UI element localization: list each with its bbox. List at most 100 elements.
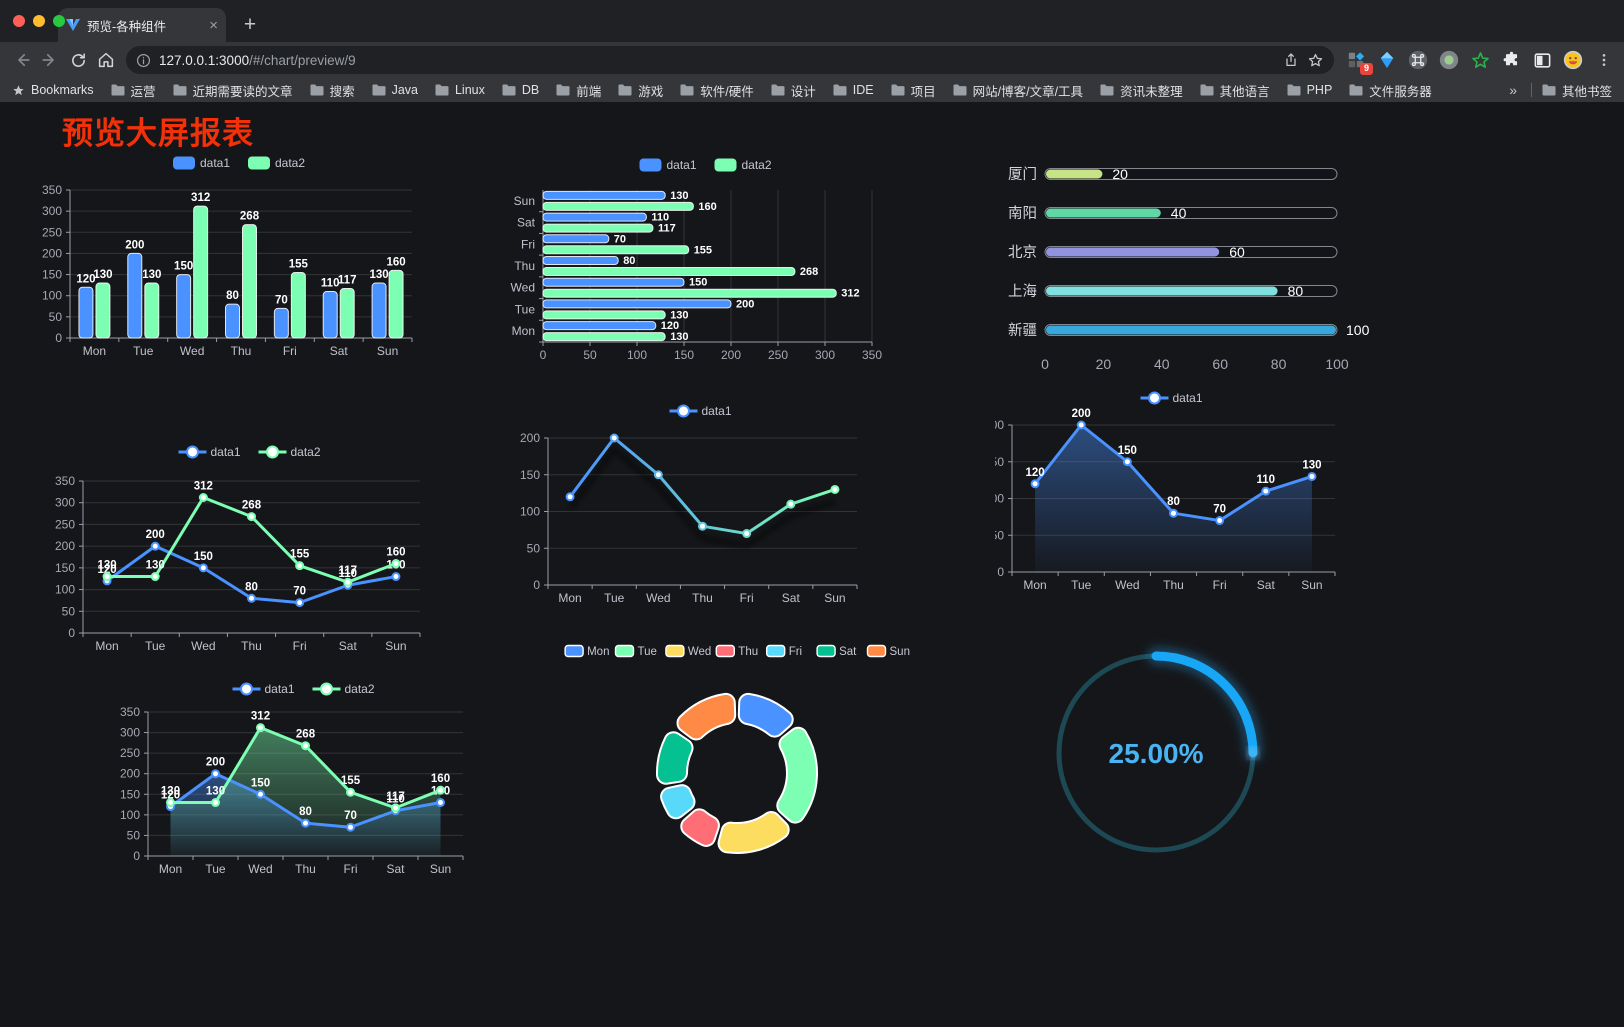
maximize-window-button[interactable] xyxy=(53,15,65,27)
multi-line-chart[interactable]: data1 data2 0 50 100 150 200 250 300 350 Mon Tue Wed… xyxy=(45,425,425,660)
bookmark-folder[interactable]: 网站/博客/文章/工具 xyxy=(953,81,1083,100)
svg-text:Fri: Fri xyxy=(521,237,535,251)
svg-text:110: 110 xyxy=(386,794,405,806)
forward-icon[interactable] xyxy=(36,46,64,74)
svg-text:150: 150 xyxy=(120,787,140,801)
svg-text:100: 100 xyxy=(995,492,1004,506)
home-icon[interactable] xyxy=(92,46,120,74)
svg-text:Sat: Sat xyxy=(517,216,536,230)
close-window-button[interactable] xyxy=(13,15,25,27)
svg-text:Sun: Sun xyxy=(430,862,451,876)
extension-grid-icon[interactable]: 9 xyxy=(1344,48,1373,75)
bookmarks-divider xyxy=(1530,83,1532,97)
folder-icon xyxy=(1542,84,1556,96)
bookmark-folder[interactable]: Java xyxy=(372,83,418,97)
share-icon[interactable] xyxy=(1283,52,1299,68)
new-tab-button[interactable]: + xyxy=(243,13,257,36)
svg-text:Mon: Mon xyxy=(558,591,581,605)
bookmark-folder[interactable]: 文件服务器 xyxy=(1349,81,1432,100)
dual-area-line-chart[interactable]: data1 data2 0 50 100 150 200 250 300 350 Mon Tue Wed… xyxy=(115,675,470,885)
diamond-extension-icon[interactable] xyxy=(1375,48,1399,72)
svg-text:新疆: 新疆 xyxy=(1008,322,1037,339)
svg-text:130: 130 xyxy=(142,269,161,281)
svg-text:50: 50 xyxy=(527,541,541,555)
gauge-chart[interactable]: 25.00% xyxy=(1035,635,1285,880)
star-extension-icon[interactable] xyxy=(1468,48,1492,72)
svg-text:70: 70 xyxy=(1213,504,1226,516)
command-extension-icon[interactable] xyxy=(1406,48,1430,72)
svg-text:150: 150 xyxy=(194,551,213,563)
bookmark-folder[interactable]: Linux xyxy=(435,83,485,97)
gradient-line-chart[interactable]: data1 0 50 100 150 200 Mon Tue Wed Thu Fri Sat Sun xyxy=(520,395,870,610)
svg-text:Sat: Sat xyxy=(1257,578,1276,592)
bookmark-star-icon[interactable] xyxy=(1307,52,1324,69)
svg-text:Thu: Thu xyxy=(692,591,713,605)
svg-text:Fri: Fri xyxy=(1213,578,1227,592)
site-info-icon[interactable] xyxy=(136,53,151,68)
svg-text:Thu: Thu xyxy=(231,344,252,358)
recorder-extension-icon[interactable] xyxy=(1437,48,1461,72)
bookmarks-overflow-chevron[interactable]: » xyxy=(1509,82,1517,98)
tab-close-icon[interactable]: × xyxy=(209,16,218,34)
bookmark-folder[interactable]: 软件/硬件 xyxy=(680,81,754,100)
svg-text:Tue: Tue xyxy=(133,344,154,358)
svg-text:130: 130 xyxy=(1302,459,1321,471)
bookmark-folder-label: 文件服务器 xyxy=(1369,84,1432,99)
bookmark-folder-label: 设计 xyxy=(790,84,816,99)
bookmark-folder[interactable]: 前端 xyxy=(556,81,601,100)
bookmark-folder[interactable]: DB xyxy=(502,83,539,97)
svg-text:250: 250 xyxy=(768,348,788,362)
bookmark-folder[interactable]: 资讯未整理 xyxy=(1100,81,1183,100)
bookmark-folder[interactable]: IDE xyxy=(833,83,874,97)
emoji-extension-icon[interactable] xyxy=(1561,48,1585,72)
svg-text:150: 150 xyxy=(55,561,75,575)
svg-text:北京: 北京 xyxy=(1008,244,1037,261)
area-line-chart[interactable]: data1 0 50 100 150 200 Mon Tue Wed Thu Fri Sat Sun 12… xyxy=(984,385,1345,595)
grouped-bar-chart[interactable]: data1 data2 0 50 100 150 200 250 300 350 Mon Tue Wed… xyxy=(40,148,420,363)
bookmark-folder[interactable]: 运营 xyxy=(111,81,156,100)
bookmark-folder[interactable]: PHP xyxy=(1287,83,1332,97)
bookmark-folder[interactable]: 近期需要读的文章 xyxy=(173,81,293,100)
svg-text:268: 268 xyxy=(240,211,260,223)
bookmark-folder[interactable]: 项目 xyxy=(891,81,936,100)
folder-icon xyxy=(173,84,187,96)
svg-text:160: 160 xyxy=(386,547,405,559)
svg-text:130: 130 xyxy=(146,560,165,572)
split-screen-icon[interactable] xyxy=(1530,48,1554,72)
minimize-window-button[interactable] xyxy=(33,15,45,27)
svg-text:50: 50 xyxy=(49,310,63,324)
other-bookmarks-folder[interactable]: 其他书签 xyxy=(1542,81,1612,100)
bookmark-folder[interactable]: 设计 xyxy=(771,81,816,100)
svg-text:268: 268 xyxy=(242,500,262,512)
svg-text:200: 200 xyxy=(125,239,144,251)
progress-bar-chart[interactable]: 厦门 20 南阳 40 北京 60 上海 80 新疆 100 0 20 40 60 80 100 xyxy=(995,150,1380,385)
back-icon[interactable] xyxy=(8,46,36,74)
svg-text:0: 0 xyxy=(55,331,62,345)
bookmarks-bar: Bookmarks 运营 近期需要读的文章 搜索 Java Linux DB 前端 游戏 软件/… xyxy=(0,78,1624,102)
address-bar[interactable]: 127.0.0.1:3000/#/chart/preview/9 xyxy=(126,46,1334,74)
bookmark-folder[interactable]: 游戏 xyxy=(618,81,663,100)
svg-text:155: 155 xyxy=(290,549,310,561)
bookmark-folder-label: 资讯未整理 xyxy=(1120,84,1183,99)
menu-kebab-icon[interactable] xyxy=(1592,48,1616,72)
svg-text:150: 150 xyxy=(674,348,694,362)
reload-icon[interactable] xyxy=(64,46,92,74)
bookmark-folder[interactable]: 其他语言 xyxy=(1200,81,1270,100)
browser-toolbar: 127.0.0.1:3000/#/chart/preview/9 9 xyxy=(0,42,1624,78)
browser-tab[interactable]: 预览-各种组件 × xyxy=(58,8,226,42)
svg-text:Wed: Wed xyxy=(191,639,215,653)
svg-text:200: 200 xyxy=(120,767,140,781)
svg-text:350: 350 xyxy=(55,474,75,488)
svg-text:350: 350 xyxy=(862,348,882,362)
folder-icon xyxy=(1287,84,1301,96)
bookmark-folder[interactable]: 搜索 xyxy=(310,81,355,100)
svg-text:200: 200 xyxy=(1072,408,1091,420)
url-text: 127.0.0.1:3000/#/chart/preview/9 xyxy=(159,52,356,68)
extensions-puzzle-icon[interactable] xyxy=(1499,48,1523,72)
svg-text:Mon: Mon xyxy=(95,639,118,653)
bookmark-folder-label: 游戏 xyxy=(638,84,664,99)
svg-text:350: 350 xyxy=(42,183,62,197)
donut-chart[interactable]: Mon Tue Wed Thu Fri Sat Sun xyxy=(550,635,925,885)
horizontal-bar-chart[interactable]: data1 data2 0 50 100 150 200 250 300 350 Mon Tue Wed… xyxy=(495,150,890,365)
bookmarks-manager-item[interactable]: Bookmarks xyxy=(12,83,94,97)
